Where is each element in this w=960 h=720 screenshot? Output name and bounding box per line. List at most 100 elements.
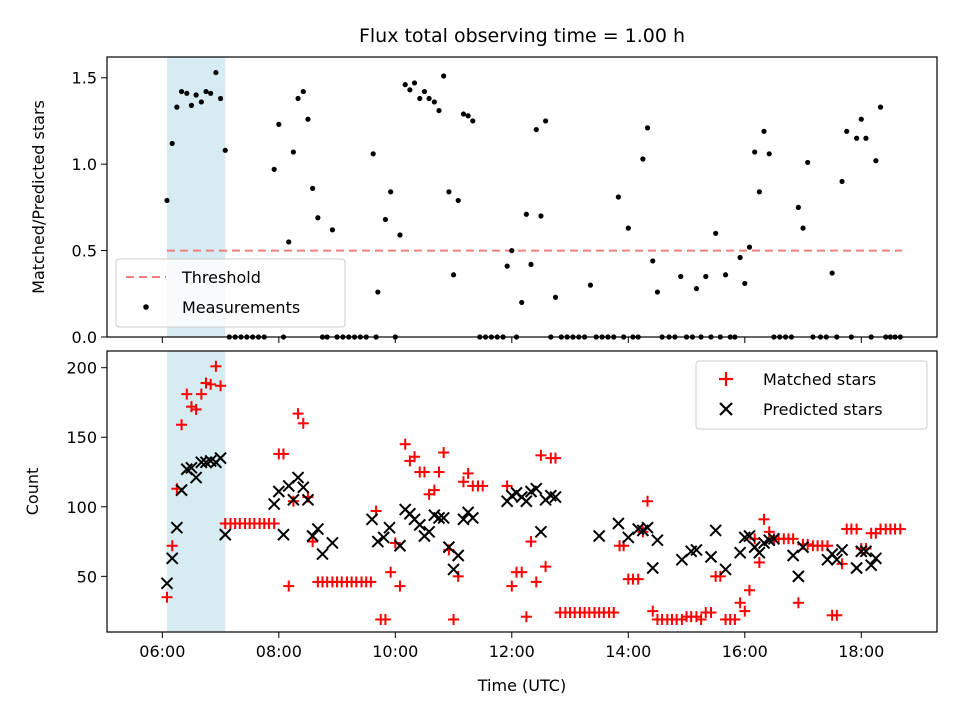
matched-point: [389, 537, 401, 549]
measurement-point: [370, 151, 376, 157]
y-tick-label: 0.0: [72, 328, 97, 347]
measurement-point: [198, 99, 204, 105]
x-tick-label: 10:00: [372, 642, 418, 661]
measurement-point: [446, 189, 452, 195]
measurement-point: [407, 87, 413, 93]
measurement-point: [222, 147, 228, 153]
predicted-point: [549, 490, 562, 504]
x-tick-label: 12:00: [489, 642, 535, 661]
matched-point: [525, 536, 537, 548]
predicted-point: [301, 493, 315, 507]
predicted-point: [753, 546, 766, 559]
legend-predicted-swatch: [719, 402, 733, 416]
measurement-point: [873, 158, 879, 164]
measurement-point: [188, 102, 195, 108]
measurement-point: [460, 111, 467, 117]
matched-point: [549, 452, 561, 464]
matched-point: [268, 517, 280, 529]
measurement-point: [208, 90, 214, 96]
matched-point: [520, 611, 532, 623]
matched-point: [365, 576, 377, 588]
measurement-point: [650, 258, 656, 264]
matched-point: [477, 480, 489, 492]
matched-point: [438, 447, 450, 459]
predicted-point: [447, 563, 460, 576]
y-tick-label: 200: [66, 359, 97, 378]
panel-ratio-y-label: Matched/Predicted stars: [29, 100, 48, 294]
measurement-point: [693, 286, 700, 292]
measurement-point: [426, 95, 432, 102]
matched-point: [894, 523, 906, 535]
panel-count-frame: [106, 350, 938, 633]
predicted-point: [189, 471, 203, 484]
legend-matched-label: Matched stars: [763, 370, 876, 389]
measurement-point: [854, 135, 860, 141]
measurement-point: [421, 88, 428, 95]
panel-count: 50 100 150 200 06:00 08:00 10:00 12:00 14:00 16:…: [23, 350, 938, 695]
measurement-point: [761, 128, 767, 134]
x-tick-label: 18:00: [838, 642, 884, 661]
predicted-point: [850, 561, 863, 575]
matched-point: [642, 495, 654, 507]
measurement-point: [756, 189, 762, 195]
measurement-point: [290, 149, 296, 155]
measurement-point: [805, 159, 811, 166]
measurement-point: [654, 289, 661, 295]
panel-ratio-x-ticks: [161, 337, 862, 343]
measurement-point: [276, 121, 282, 128]
predicted-point: [383, 521, 396, 534]
measurement-point: [678, 273, 684, 280]
measurement-point: [542, 118, 549, 124]
matched-point: [215, 380, 227, 392]
matched-point: [210, 360, 222, 372]
measurement-point: [305, 116, 311, 122]
measurement-point: [436, 107, 442, 114]
measurement-point: [217, 95, 224, 102]
matched-point: [161, 591, 173, 603]
predicted-point: [622, 531, 635, 544]
predicted-point: [214, 451, 227, 465]
matched-point: [743, 584, 755, 596]
panel-ratio-y-ticks: 0.0 0.5 1.0 1.5: [72, 69, 107, 347]
matched-point: [831, 609, 843, 621]
predicted-point: [365, 513, 379, 526]
measurement-point: [644, 125, 651, 131]
predicted-point: [520, 495, 533, 508]
measurement-point: [737, 254, 743, 261]
predicted-point: [646, 561, 659, 575]
predicted-point: [612, 517, 625, 530]
predicted-point: [796, 540, 810, 554]
matched-point: [448, 613, 460, 625]
measurement-point: [397, 232, 403, 238]
measurement-point: [844, 128, 850, 134]
matched-point: [181, 388, 193, 400]
matched-point: [802, 538, 814, 550]
predicted-point: [733, 546, 747, 559]
predicted-point: [830, 553, 844, 566]
predicted-point: [767, 532, 781, 546]
measurement-point: [722, 272, 729, 278]
matched-point: [530, 576, 542, 588]
measurement-point: [877, 104, 884, 110]
matched-point: [190, 403, 202, 415]
predicted-point: [219, 528, 232, 541]
predicted-point: [175, 483, 188, 497]
measurement-point: [417, 95, 423, 102]
y-tick-label: 150: [66, 428, 97, 447]
legend-measurements-label: Measurements: [182, 298, 300, 317]
measurement-point: [169, 140, 175, 147]
matched-point: [647, 605, 659, 617]
matched-point: [739, 605, 751, 617]
measurement-point: [552, 294, 559, 300]
panel-ratio-frame: [106, 56, 938, 338]
measurement-point: [164, 197, 170, 204]
measurement-point: [310, 185, 316, 191]
predicted-point: [869, 552, 883, 565]
predicted-point: [786, 549, 800, 562]
measurement-point: [829, 270, 835, 276]
matched-point: [516, 566, 528, 578]
predicted-point: [709, 524, 722, 537]
predicted-point: [277, 528, 290, 541]
matched-point: [734, 597, 746, 609]
predicted-points: [160, 451, 883, 590]
